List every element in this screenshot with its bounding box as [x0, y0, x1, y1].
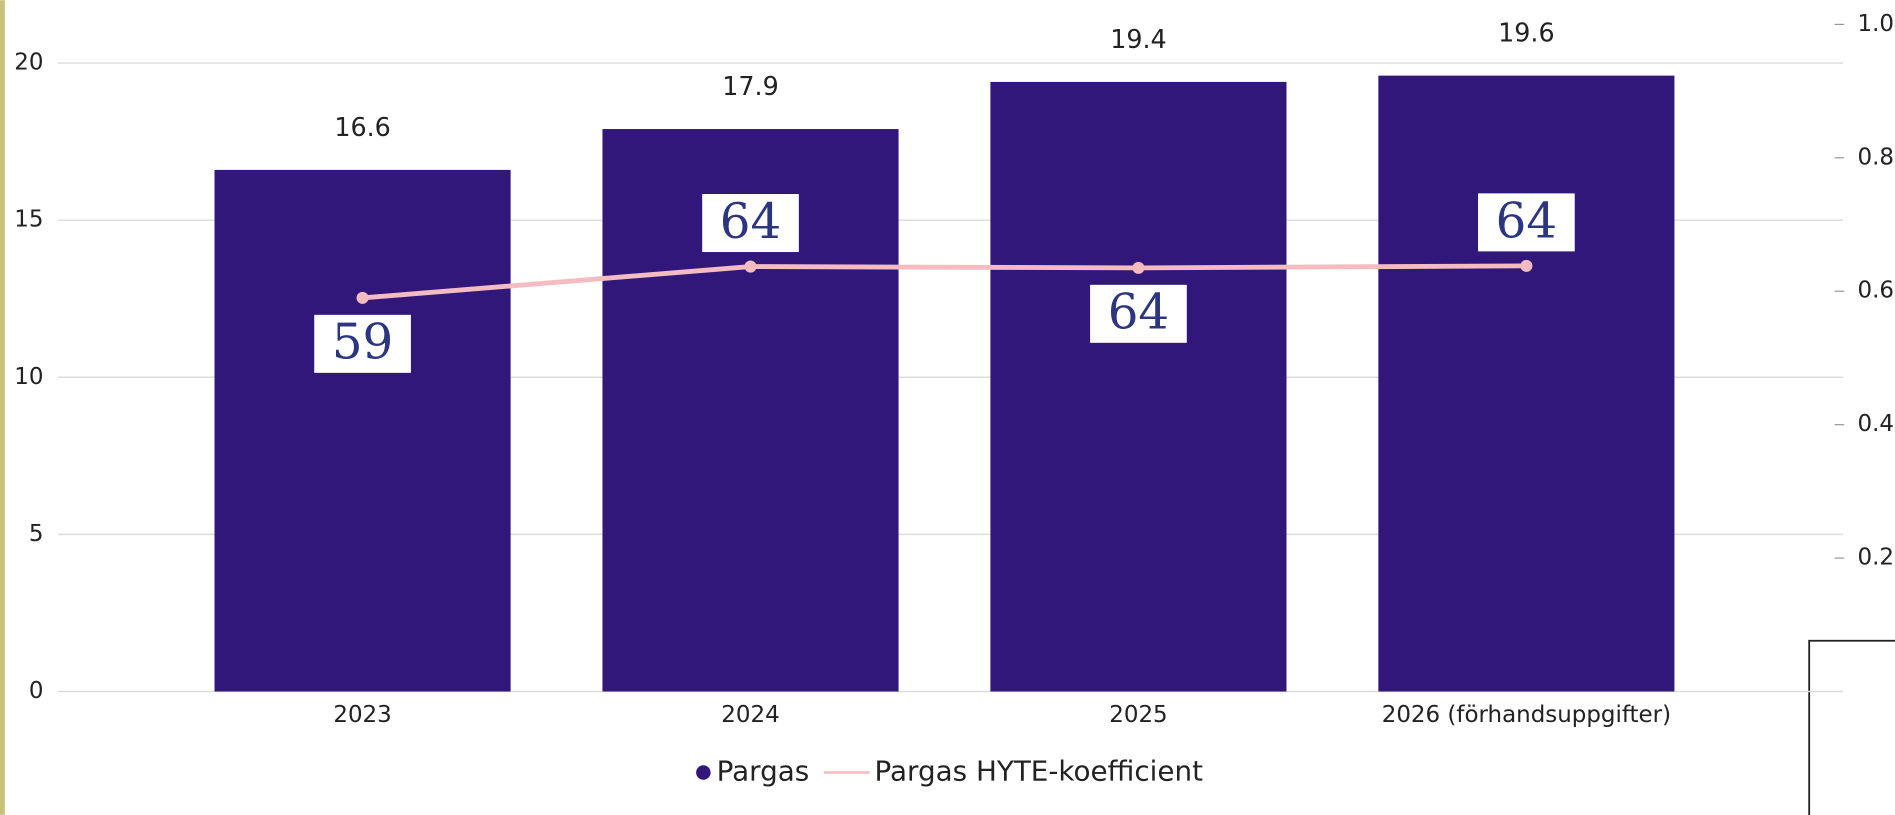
bar-label: 16.6	[334, 112, 390, 142]
bar	[1378, 75, 1675, 692]
y-tick-label: 15	[14, 207, 43, 233]
bar-label-bg	[326, 111, 399, 146]
value-label-bg	[314, 314, 411, 373]
y2-tick-label: 0.2	[1858, 545, 1895, 571]
value-label: 64	[1108, 285, 1169, 341]
line-point	[1132, 261, 1145, 274]
bar-label: 19.4	[1110, 24, 1166, 54]
y2-tick-label: 0.4	[1858, 411, 1895, 437]
legend-label: Pargas	[717, 754, 810, 787]
y-tick-label: 10	[14, 364, 43, 390]
value-label: 64	[1496, 193, 1558, 249]
bar	[990, 81, 1287, 692]
y-tick-label: 20	[14, 50, 43, 76]
y2-tick-label: 1.0	[1858, 11, 1895, 37]
legend-marker	[696, 765, 711, 780]
bar-label: 17.9	[722, 71, 778, 101]
bar-label-bg	[714, 71, 787, 105]
side-panel	[1808, 639, 1895, 815]
line-point	[744, 260, 757, 273]
line	[362, 263, 1527, 301]
y-tick-label: 5	[29, 521, 44, 547]
y2-tick-label: 0.8	[1858, 144, 1895, 170]
value-label-bg	[1090, 284, 1187, 343]
value-label-bg	[1478, 193, 1575, 252]
bar	[214, 169, 511, 692]
bar-label-bg	[1102, 23, 1175, 58]
bar-label: 19.6	[1498, 18, 1554, 48]
value-label: 64	[720, 194, 782, 250]
value-label-bg	[702, 194, 799, 253]
value-label: 59	[332, 315, 394, 371]
line-point	[1520, 259, 1533, 272]
bar-label-bg	[1490, 17, 1563, 52]
x-tick-label: 2024	[721, 702, 779, 728]
y2-tick-label: 0.6	[1858, 278, 1895, 304]
x-tick-label: 2023	[333, 702, 391, 728]
legend-label: Pargas HYTE-koefficient	[875, 754, 1204, 787]
x-tick-label: 2026 (förhandsuppgifter)	[1382, 702, 1671, 728]
y-tick-label: 0	[29, 678, 44, 704]
line-point	[356, 291, 369, 304]
left-edge	[0, 0, 5, 815]
x-tick-label: 2025	[1109, 702, 1167, 728]
